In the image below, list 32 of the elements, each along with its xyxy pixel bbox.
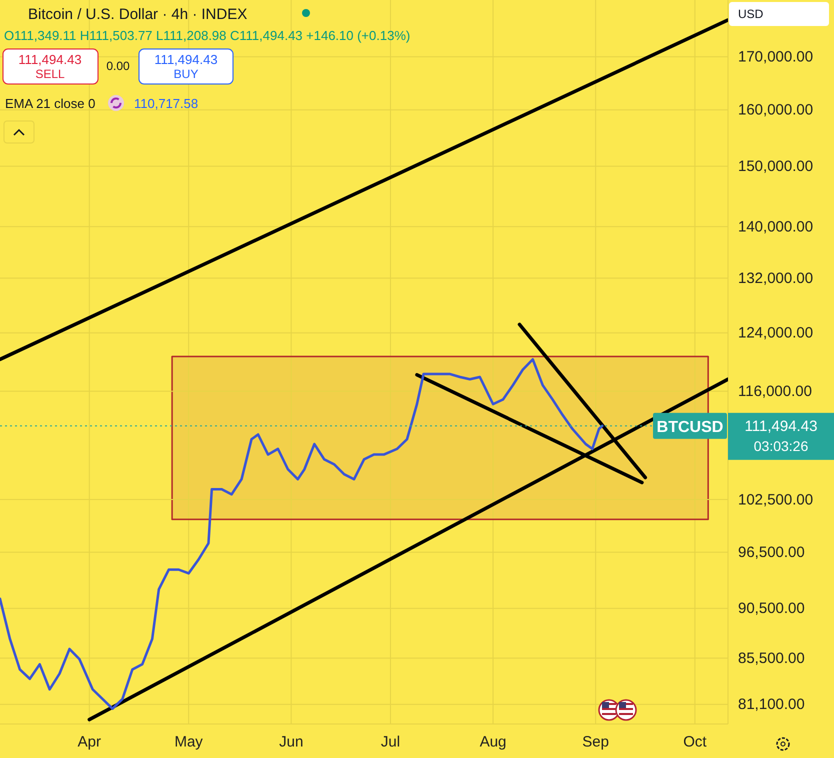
text: 111,494.43 [744, 418, 818, 435]
y-tick-label: 170,000.00 [738, 48, 814, 66]
x-tick-label: Jul [380, 734, 400, 751]
y-tick-label: 85,500.00 [738, 650, 805, 667]
x-tick-label: Apr [78, 734, 102, 751]
annotation: 111,494.43 [154, 52, 218, 67]
x-tick-label: Oct [683, 734, 708, 751]
y-tick-label: 81,100.00 [738, 696, 805, 714]
y-tick-label: 140,000.00 [738, 218, 814, 236]
annotation: EMA 21 close 0 [5, 96, 96, 111]
chart-title: Bitcoin / U.S. Dollar · 4h · INDEX [28, 6, 248, 23]
text: 03:03:26 [754, 438, 808, 454]
ref-line-label: BTCUSD [656, 418, 724, 436]
y-tick-label: 102,500.00 [738, 491, 814, 508]
text: O111,349.11 H111,503.77 L111,208.98 C111,494.43 +146.10 (+0.13%) [4, 28, 410, 43]
annotation: 111,494.43 [18, 52, 82, 67]
x-tick-label: Sep [582, 734, 609, 751]
annotation: BUY [174, 67, 198, 81]
x-tick-label: May [174, 734, 204, 751]
y-tick-label: 132,000.00 [738, 270, 814, 287]
x-tick-label: Aug [480, 734, 506, 751]
annotation: 0.00 [106, 59, 130, 73]
y-tick-label: 96,500.00 [738, 544, 805, 562]
annotation: 110,717.58 [134, 96, 198, 111]
y-tick-label: 90,500.00 [738, 600, 805, 618]
y-tick-label: 116,000.00 [738, 383, 812, 400]
y-tick-label: 124,000.00 [738, 324, 814, 342]
y-tick-label: 150,000.00 [738, 158, 814, 176]
text: USD [738, 7, 764, 21]
y-tick-label: 160,000.00 [738, 102, 814, 119]
x-tick-label: Jun [279, 734, 304, 751]
annotation: SELL [35, 67, 65, 81]
